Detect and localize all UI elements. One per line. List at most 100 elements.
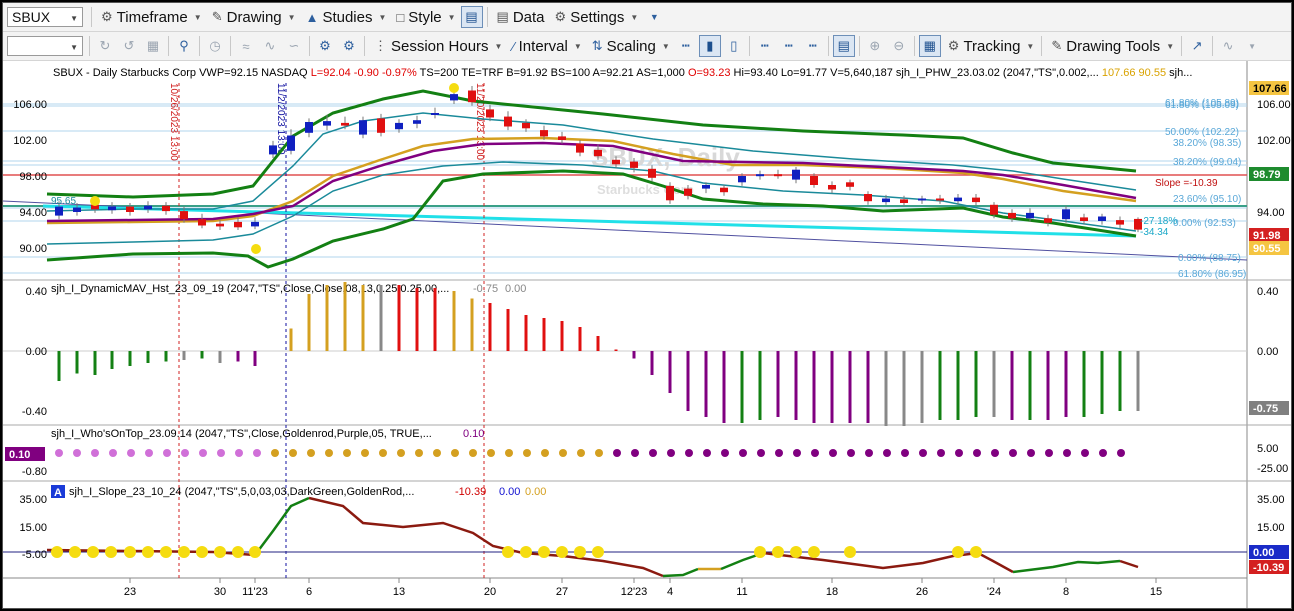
watermark-sub: Starbucks Corp: [597, 182, 694, 197]
slope-tick-label: -5.00: [22, 549, 47, 561]
wot-dot: [451, 449, 459, 457]
wot-dot: [1063, 449, 1071, 457]
interval-menu[interactable]: ∕ Interval ▼: [508, 35, 585, 57]
time-tick-label: 27: [556, 586, 568, 598]
session-hours-menu[interactable]: ⋮ Session Hours ▼: [370, 35, 506, 57]
style-menu[interactable]: □ Style ▼: [392, 6, 459, 28]
candle-body: [918, 198, 926, 201]
zoom-out-icon[interactable]: ⊖: [893, 38, 905, 53]
price-tick-label-right: 102.00: [1257, 135, 1291, 147]
data-window-icon[interactable]: ▦: [918, 35, 941, 57]
slope-signal-dot: [952, 546, 964, 558]
slope-value: 0.00: [525, 486, 546, 498]
header-segment: sjh...: [1169, 67, 1192, 79]
symbol-combo[interactable]: SBUX ▼: [7, 7, 83, 27]
mav-value: -0.75: [473, 283, 498, 295]
overflow-icon[interactable]: ▼: [649, 12, 659, 22]
toolbar-divider: [1181, 36, 1183, 56]
candle-body: [1116, 220, 1124, 225]
chevron-down-icon[interactable]: ▼: [70, 14, 78, 23]
wot-dot: [415, 449, 423, 457]
line-chart-icon[interactable]: ∿: [264, 38, 276, 53]
tracking-menu[interactable]: ⚙ Tracking ▼: [944, 35, 1039, 57]
chart-combo[interactable]: ▼: [7, 36, 83, 56]
slope-line: [762, 551, 1014, 574]
toolbar-divider: [89, 36, 90, 56]
scaling-menu[interactable]: ⇅ Scaling ▼: [588, 35, 674, 57]
slope-title: sjh_I_Slope_23_10_24 (2047,"TS",5,0,03,0…: [69, 486, 414, 498]
data-menu[interactable]: ▤ Data: [493, 6, 549, 28]
window-layout-icon[interactable]: ▤: [460, 6, 483, 28]
zoom-in-icon[interactable]: ⊕: [869, 38, 881, 53]
zoom-search-icon[interactable]: ⚲: [179, 38, 189, 53]
format-settings-icon[interactable]: ⚙: [319, 38, 331, 53]
chart-area[interactable]: 10/26/2023 13:00 11/2/2023 13:00 11/20/202…: [3, 61, 1291, 608]
indicator-icon[interactable]: ∿: [1222, 38, 1234, 53]
more-options-icon[interactable]: ▼: [1248, 41, 1257, 51]
slope-signal-dot: [232, 546, 244, 558]
refresh-icon[interactable]: ↻: [99, 38, 111, 53]
candle-body: [269, 145, 277, 155]
wot-tag: 0.10: [9, 449, 30, 461]
wot-dot: [361, 449, 369, 457]
slope-label: Slope =-10.39: [1155, 178, 1218, 189]
wot-dot: [901, 449, 909, 457]
wot-dot: [253, 449, 261, 457]
toolbar-divider: [827, 36, 829, 56]
toolbar-divider: [913, 36, 915, 56]
mav-pane[interactable]: sjh_I_DynamicMAV_Hst_23_09_19 (2047,"TS"…: [3, 282, 1289, 478]
toolbar-divider: [168, 36, 169, 56]
candle-body: [413, 120, 421, 124]
time-tick-label: 13: [393, 586, 405, 598]
wot-dot: [541, 449, 549, 457]
candle-body: [972, 197, 980, 203]
candlestick-icon[interactable]: ▮: [698, 35, 721, 57]
slope-tick-label-right: 35.00: [1257, 494, 1285, 506]
drawing-menu[interactable]: ✎ Drawing ▼: [208, 6, 300, 28]
interval-label: Interval: [518, 37, 568, 55]
settings-icon: ⚙: [554, 9, 567, 24]
wot-dot: [325, 449, 333, 457]
trendline-icon[interactable]: ↗: [1191, 38, 1203, 53]
timeframe-menu[interactable]: ⚙ Timeframe ▼: [97, 6, 206, 28]
mav-tick-label: 0.40: [26, 286, 47, 298]
symbol-value[interactable]: SBUX: [12, 9, 51, 25]
bar-chart-icon[interactable]: ┅: [681, 38, 690, 53]
wot-pane[interactable]: sjh_I_Who'sOnTop_23.09.14 (2047,"TS",Clo…: [5, 428, 1288, 475]
header-segment: Hi=93.40 Lo=91.77 V=5,640,187 sjh_I_PHW_…: [734, 67, 1102, 79]
hlc-icon[interactable]: ┅: [784, 38, 793, 53]
grid-icon[interactable]: ▦: [146, 38, 160, 53]
chevron-down-icon[interactable]: ▼: [70, 43, 78, 52]
mav-tick-label: -0.80: [22, 466, 47, 478]
chart-type-icon[interactable]: ≈: [242, 38, 250, 54]
reload-icon[interactable]: ↺: [123, 38, 135, 53]
slope-signal-dot: [520, 546, 532, 558]
settings-menu[interactable]: ⚙ Settings ▼: [551, 6, 643, 28]
clock-icon[interactable]: ◷: [209, 38, 221, 53]
mav-tick-label-right: 0.00: [1257, 346, 1278, 358]
ohlc-icon[interactable]: ┅: [760, 38, 769, 53]
candle-body: [108, 206, 116, 211]
format-study-icon[interactable]: ⚙: [343, 38, 355, 53]
hollow-candle-icon[interactable]: ▯: [730, 38, 738, 53]
price-pane[interactable]: 10/26/2023 13:00 11/2/2023 13:00 11/20/202…: [3, 67, 1291, 578]
wot-dot: [307, 449, 315, 457]
bars-icon[interactable]: ┅: [808, 38, 817, 53]
wot-dot: [1117, 449, 1125, 457]
wot-dot: [163, 449, 171, 457]
mav-tick-label: -0.40: [22, 406, 47, 418]
layout-icon[interactable]: ▤: [832, 35, 855, 57]
wot-dot: [703, 449, 711, 457]
wot-dot: [271, 449, 279, 457]
time-tick-label: 30: [214, 586, 226, 598]
trend-icon[interactable]: ∽: [288, 38, 300, 53]
slope-signal-dot: [592, 546, 604, 558]
drawing-tools-menu[interactable]: ✎ Drawing Tools ▼: [1047, 35, 1178, 57]
candle-body: [828, 185, 836, 190]
wot-dot: [505, 449, 513, 457]
candle-body: [395, 122, 403, 130]
moving-average-line: [46, 136, 1137, 225]
studies-menu[interactable]: ▲ Studies ▼: [302, 6, 391, 28]
slope-signal-dot: [196, 546, 208, 558]
